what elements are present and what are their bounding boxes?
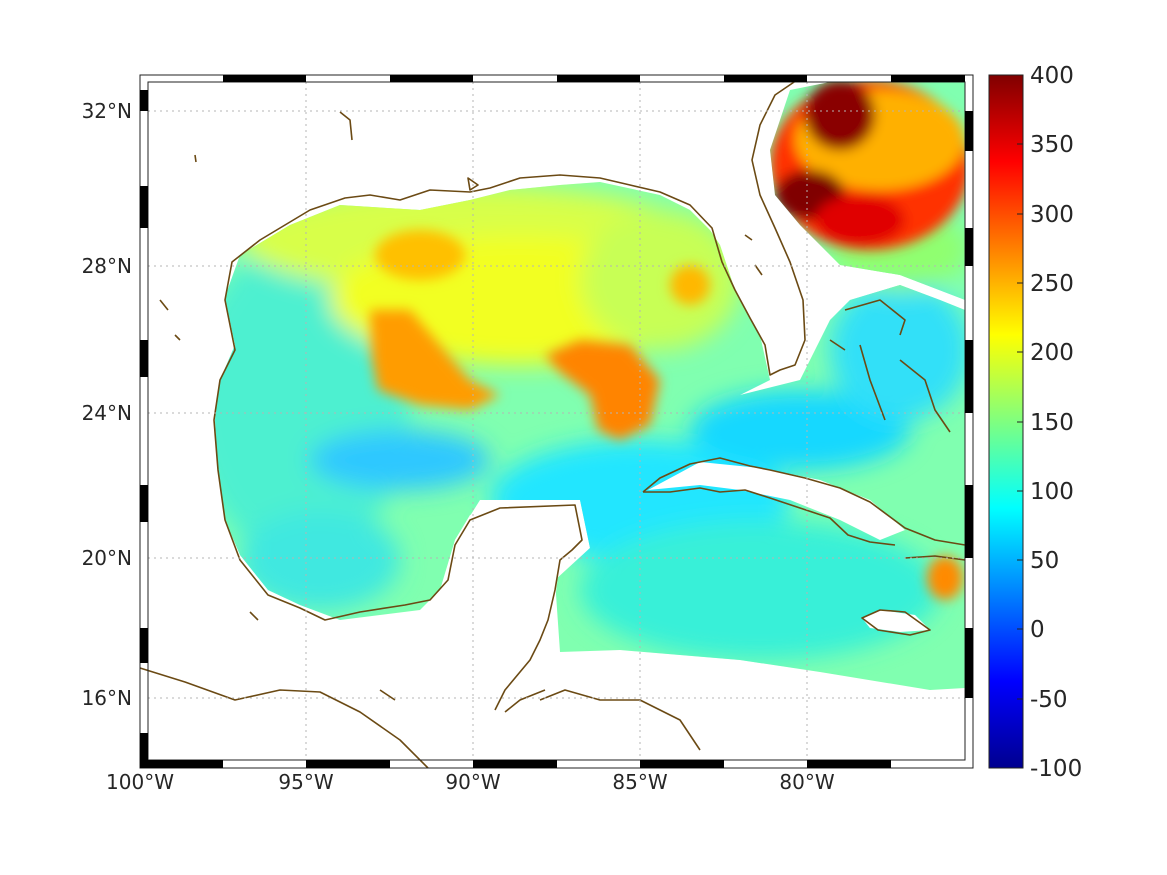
frame-left-seg xyxy=(140,733,148,760)
frame-left-seg xyxy=(140,90,148,111)
lon-tick-label: 80°W xyxy=(779,770,834,794)
field-ne-orange xyxy=(670,265,710,305)
land-yucatan xyxy=(450,505,582,665)
frame-bottom-seg xyxy=(473,760,557,768)
coast-bahamas xyxy=(829,299,951,433)
frame-bottom-seg xyxy=(640,760,724,768)
graticule-grid xyxy=(148,82,965,760)
colorbar-tick-label: 150 xyxy=(1030,410,1074,436)
map-frame xyxy=(139,74,974,769)
colorbar-tick-label: 300 xyxy=(1030,202,1074,228)
lon-tick-label: 100°W xyxy=(106,770,174,794)
lon-tick-labels: 100°W 95°W 90°W 85°W 80°W xyxy=(106,770,835,794)
field-gs-core1 xyxy=(805,82,875,150)
field-ne-gulf xyxy=(580,210,740,350)
field-eddy-east xyxy=(545,340,660,440)
field-north-orange xyxy=(375,230,465,280)
frame-right-seg xyxy=(965,111,973,151)
heatmap-field xyxy=(215,82,965,690)
frame-right-seg xyxy=(965,228,973,266)
coast-cuba xyxy=(642,457,966,546)
colorbar: 400 350 300 250 200 150 100 50 0 -50 -10… xyxy=(988,63,1082,782)
lat-tick-label: 16°N xyxy=(82,686,132,710)
colorbar-tick-label: 250 xyxy=(1030,271,1074,297)
lon-tick-label: 95°W xyxy=(278,770,333,794)
frame-right-seg xyxy=(965,485,973,558)
field-campeche-low xyxy=(310,430,490,490)
lon-tick-label: 90°W xyxy=(445,770,500,794)
colorbar-tick-label: -100 xyxy=(1030,756,1082,782)
frame-top-seg xyxy=(891,75,965,82)
colorbar-tick-label: 0 xyxy=(1030,617,1045,643)
colorbar-tick-labels: 400 350 300 250 200 150 100 50 0 -50 -10… xyxy=(1030,63,1082,782)
field-eddy-west xyxy=(370,310,500,410)
lat-tick-label: 20°N xyxy=(82,546,132,570)
coast-gulf xyxy=(139,77,806,769)
field-haiti-eddy xyxy=(927,556,963,600)
field-bahamas xyxy=(830,280,965,420)
frame-top-seg xyxy=(223,75,306,82)
frame-inner xyxy=(147,81,966,761)
land-florida xyxy=(690,75,805,375)
coastlines xyxy=(139,77,966,769)
colorbar-tick-label: 200 xyxy=(1030,340,1074,366)
frame-top-seg xyxy=(390,75,473,82)
frame-bottom-seg xyxy=(306,760,390,768)
colorbar-tick-label: 100 xyxy=(1030,479,1074,505)
frame-bottom-seg xyxy=(140,760,223,768)
colorbar-ticks xyxy=(1017,143,1023,700)
frame-outer xyxy=(139,74,974,769)
lat-tick-label: 28°N xyxy=(82,254,132,278)
land-jamaica xyxy=(862,610,930,632)
colorbar-tick-label: 350 xyxy=(1030,132,1074,158)
frame-right-seg xyxy=(965,340,973,413)
colorbar-tick-label: -50 xyxy=(1030,687,1068,713)
coast-islands xyxy=(159,111,763,701)
frame-right-seg xyxy=(965,628,973,698)
lon-tick-label: 85°W xyxy=(612,770,667,794)
field-sw-gulf xyxy=(240,510,400,610)
land-mask xyxy=(450,75,930,665)
field-gs-red xyxy=(815,195,905,245)
field-florida-straits xyxy=(690,390,910,470)
land-cuba xyxy=(648,462,905,540)
frame-left-seg xyxy=(140,628,148,663)
frame-top-seg xyxy=(724,75,807,82)
frame-left-seg xyxy=(140,186,148,228)
colorbar-tick-label: 50 xyxy=(1030,548,1059,574)
colorbar-tick-label: 400 xyxy=(1030,63,1074,89)
frame-left-seg xyxy=(140,340,148,377)
coast-hispaniola xyxy=(904,555,966,561)
field-caribbean xyxy=(580,520,940,660)
frame-top-seg xyxy=(557,75,640,82)
lat-tick-label: 32°N xyxy=(82,99,132,123)
lat-tick-labels: 16°N 20°N 24°N 28°N 32°N xyxy=(82,99,132,710)
frame-left-seg xyxy=(140,485,148,522)
lat-tick-label: 24°N xyxy=(82,401,132,425)
coast-jamaica xyxy=(861,609,931,636)
frame-bottom-seg xyxy=(807,760,891,768)
